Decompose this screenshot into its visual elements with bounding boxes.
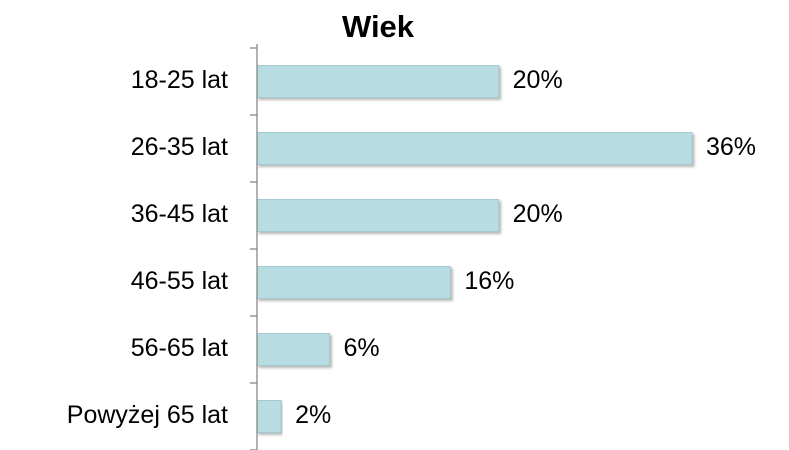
- bar: [256, 199, 500, 232]
- bar: [256, 65, 500, 98]
- data-label: 16%: [464, 267, 514, 295]
- y-tick-label: 18-25 lat: [131, 66, 228, 94]
- chart-title: Wiek: [342, 9, 415, 44]
- y-tick-label: 36-45 lat: [131, 200, 228, 228]
- data-label: 6%: [344, 334, 380, 362]
- bar: [256, 333, 330, 366]
- data-label: 20%: [513, 66, 563, 94]
- y-tick-label: 26-35 lat: [131, 133, 228, 161]
- data-label: 36%: [706, 133, 756, 161]
- data-label: 20%: [513, 200, 563, 228]
- data-label: 2%: [295, 401, 331, 429]
- bar: [256, 400, 282, 433]
- y-tick-label: 56-65 lat: [131, 334, 228, 362]
- bar: [256, 266, 451, 299]
- y-tick-label: Powyżej 65 lat: [67, 401, 228, 429]
- bar: [256, 132, 693, 165]
- y-tick-label: 46-55 lat: [131, 267, 228, 295]
